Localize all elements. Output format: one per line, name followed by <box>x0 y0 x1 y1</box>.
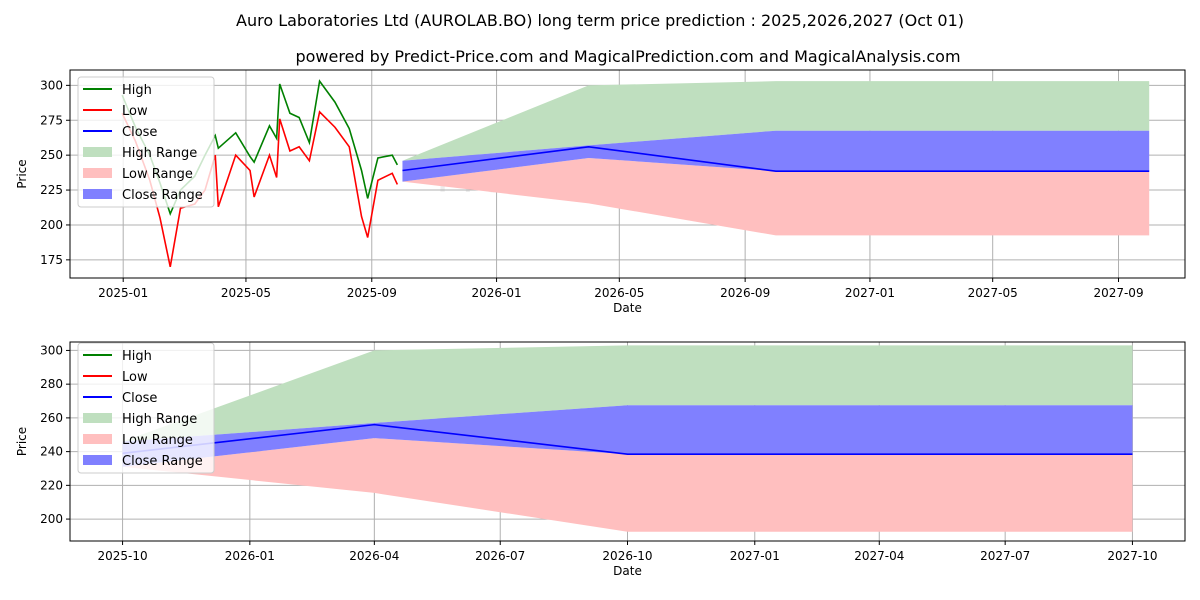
y-tick-label: 175 <box>40 253 63 267</box>
x-tick-label: 2025-09 <box>347 286 397 300</box>
x-tick-label: 2025-01 <box>98 286 148 300</box>
legend-swatch-close-range <box>83 189 112 199</box>
low-range-band <box>402 157 1150 236</box>
x-tick-label: 2027-07 <box>980 549 1030 563</box>
x-tick-label: 2026-04 <box>349 549 399 563</box>
x-tick-label: 2026-07 <box>475 549 525 563</box>
legend-swatch-low-range <box>83 168 112 178</box>
chart-title: Auro Laboratories Ltd (AUROLAB.BO) long … <box>236 11 964 30</box>
legend-label: Close <box>122 125 157 140</box>
legend-swatch-close-range <box>83 455 112 465</box>
x-tick-label: 2027-01 <box>845 286 895 300</box>
x-tick-label: 2026-01 <box>225 549 275 563</box>
x-tick-label: 2027-10 <box>1107 549 1157 563</box>
legend-label: High <box>122 349 152 364</box>
y-tick-label: 250 <box>40 148 63 162</box>
legend: High Low Close High Range Low Range Close Ran… <box>77 76 215 208</box>
y-tick-label: 200 <box>40 218 63 232</box>
y-tick-label: 300 <box>40 78 63 92</box>
y-tick-label: 220 <box>40 478 63 492</box>
axes-frame <box>69 341 1186 542</box>
legend-label: Close Range <box>122 454 203 469</box>
x-tick-label: 2026-05 <box>594 286 644 300</box>
plot-area <box>122 345 1133 532</box>
legend-swatch-high-range <box>83 147 112 157</box>
y-tick-label: 200 <box>40 512 63 526</box>
y-tick-label: 260 <box>40 411 63 425</box>
legend-swatch-low-range <box>83 434 112 444</box>
y-tick-label: 280 <box>40 377 63 391</box>
y-tick-label: 225 <box>40 183 63 197</box>
y-tick-label: 275 <box>40 113 63 127</box>
x-tick-label: 2026-01 <box>471 286 521 300</box>
low-line <box>121 110 399 267</box>
legend-label: Low Range <box>122 433 193 448</box>
legend-label: Low <box>122 104 148 119</box>
y-axis-label: Price <box>15 159 29 188</box>
x-axis-label: Date <box>613 564 642 578</box>
x-tick-label: 2025-10 <box>97 549 147 563</box>
y-axis-label: Price <box>15 427 29 456</box>
x-tick-label: 2027-05 <box>968 286 1018 300</box>
x-axis-label: Date <box>613 301 642 315</box>
x-tick-label: 2027-01 <box>730 549 780 563</box>
y-tick-label: 300 <box>40 343 63 357</box>
axes-frame <box>69 69 1186 279</box>
x-tick-label: 2027-09 <box>1093 286 1143 300</box>
x-tick-label: 2026-09 <box>720 286 770 300</box>
legend-label: Close Range <box>122 188 203 203</box>
close-range-band <box>402 130 1150 182</box>
legend: High Low Close High Range Low Range Close Ran… <box>77 342 215 474</box>
legend-label: Close <box>122 391 157 406</box>
axes-1: Predict-Price.com2025-012025-052025-0920… <box>15 69 1186 315</box>
close-line <box>402 145 1150 173</box>
close-line <box>122 423 1133 455</box>
y-tick-label: 240 <box>40 445 63 459</box>
x-tick-label: 2025-05 <box>221 286 271 300</box>
high-range-band <box>402 81 1150 161</box>
x-tick-label: 2027-04 <box>854 549 904 563</box>
legend-label: Low <box>122 370 148 385</box>
low-range-band <box>122 438 1133 532</box>
x-tick-label: 2026-10 <box>602 549 652 563</box>
legend-label: High <box>122 83 152 98</box>
legend-label: High Range <box>122 412 197 427</box>
axes-2: Predict-Price.com2025-102026-012026-0420… <box>15 341 1186 578</box>
high-range-band <box>122 345 1133 442</box>
legend-swatch-high-range <box>83 413 112 423</box>
plot-area <box>121 79 1150 267</box>
close-range-band <box>122 405 1133 467</box>
legend-label: Low Range <box>122 167 193 182</box>
chart-subtitle: powered by Predict-Price.com and Magical… <box>295 47 960 66</box>
legend-label: High Range <box>122 146 197 161</box>
